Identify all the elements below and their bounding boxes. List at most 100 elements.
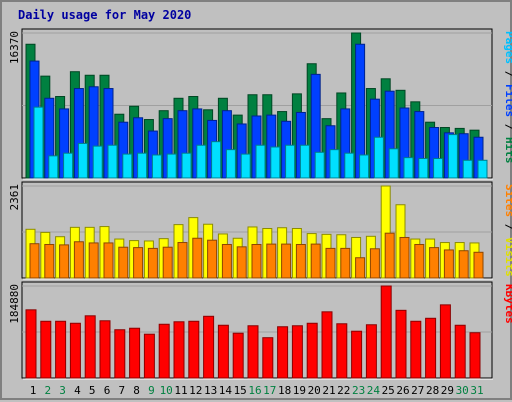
x-tick-label-day-9: 9 <box>148 384 155 397</box>
bar-sites-day-1 <box>29 243 40 279</box>
x-tick-label-day-21: 21 <box>322 384 335 397</box>
bar-kbytes-day-26 <box>395 309 407 379</box>
bar-sites-day-23 <box>355 257 366 279</box>
bar-pages-day-26 <box>403 157 414 179</box>
bar-pages-day-27 <box>418 158 429 179</box>
x-tick-label-day-4: 4 <box>74 384 81 397</box>
bar-sites-day-12 <box>192 237 203 279</box>
bar-kbytes-day-1 <box>25 309 37 379</box>
bar-pages-day-10 <box>166 153 177 179</box>
bar-pages-day-23 <box>359 154 370 179</box>
x-tick-label-day-5: 5 <box>89 384 96 397</box>
bar-sites-day-25 <box>384 232 395 279</box>
bar-kbytes-day-25 <box>380 285 392 379</box>
bar-pages-day-29 <box>447 134 458 179</box>
bar-pages-day-31 <box>477 159 488 179</box>
legend-entry-hits-files-pages-0: Pages <box>503 31 512 64</box>
bar-sites-day-28 <box>429 247 440 279</box>
x-tick-label-day-16: 16 <box>248 384 261 397</box>
bar-sites-day-18 <box>281 243 292 279</box>
legend-entry-kbytes-0: KBytes <box>503 284 512 324</box>
bar-kbytes-day-9 <box>143 333 155 379</box>
bar-kbytes-day-24 <box>365 324 377 379</box>
bar-sites-day-3 <box>59 244 70 279</box>
bar-kbytes-day-4 <box>69 322 81 379</box>
bar-kbytes-day-2 <box>40 320 52 379</box>
legend-entry-hits-files-pages-2: Files <box>503 84 512 117</box>
bar-pages-day-18 <box>285 144 296 179</box>
bar-sites-day-11 <box>177 242 188 279</box>
x-tick-label-day-20: 20 <box>308 384 321 397</box>
bar-sites-day-27 <box>414 243 425 279</box>
bar-pages-day-8 <box>137 152 148 179</box>
legend-entry-visits-sites-2: Visits <box>503 237 512 277</box>
legend-kbytes: KBytes <box>503 284 512 324</box>
bar-sites-day-7 <box>118 246 129 279</box>
legend-hits-files-pages: Pages / Files / Hits <box>503 31 512 164</box>
bar-kbytes-day-11 <box>173 321 185 379</box>
bar-kbytes-day-29 <box>439 304 451 379</box>
bar-sites-day-2 <box>44 243 55 279</box>
legend-entry-hits-files-pages-4: Hits <box>503 137 512 164</box>
x-tick-label-day-25: 25 <box>382 384 395 397</box>
bar-sites-day-24 <box>369 248 380 279</box>
bar-sites-day-16 <box>251 243 262 279</box>
bar-kbytes-day-21 <box>321 311 333 379</box>
bar-kbytes-day-8 <box>129 327 141 379</box>
x-tick-label-day-19: 19 <box>293 384 306 397</box>
legend-entry-hits-files-pages-1: / <box>503 64 512 84</box>
bar-kbytes-day-13 <box>203 315 215 379</box>
bar-kbytes-day-27 <box>410 320 422 379</box>
x-tick-label-day-11: 11 <box>174 384 187 397</box>
bar-sites-day-19 <box>295 243 306 279</box>
x-tick-label-day-13: 13 <box>204 384 217 397</box>
bar-pages-day-28 <box>433 158 444 179</box>
bar-kbytes-day-5 <box>84 315 96 379</box>
legend-entry-visits-sites-1: / <box>503 217 512 237</box>
bar-sites-day-6 <box>103 242 114 279</box>
bar-pages-day-13 <box>211 141 222 179</box>
bar-kbytes-day-23 <box>351 330 363 379</box>
bar-pages-day-6 <box>107 144 118 179</box>
bar-pages-day-5 <box>92 145 103 179</box>
x-tick-label-day-22: 22 <box>337 384 350 397</box>
bar-sites-day-8 <box>133 247 144 279</box>
bar-pages-day-11 <box>181 152 192 179</box>
bar-pages-day-20 <box>314 151 325 179</box>
bar-pages-day-24 <box>373 136 384 179</box>
x-tick-label-day-10: 10 <box>160 384 173 397</box>
x-tick-label-day-15: 15 <box>234 384 247 397</box>
bar-pages-day-2 <box>48 155 59 179</box>
bar-kbytes-day-14 <box>217 324 229 379</box>
x-tick-label-day-7: 7 <box>118 384 125 397</box>
x-tick-label-day-12: 12 <box>189 384 202 397</box>
bar-sites-day-10 <box>162 246 173 279</box>
bar-pages-day-21 <box>329 149 340 179</box>
bar-sites-day-17 <box>266 243 277 279</box>
bar-pages-day-19 <box>299 144 310 179</box>
bar-pages-day-22 <box>344 152 355 179</box>
bar-sites-day-21 <box>325 247 336 279</box>
bar-kbytes-day-31 <box>469 332 481 379</box>
y-max-label-visits-sites: 2361 <box>8 184 21 211</box>
bar-kbytes-day-17 <box>262 337 274 379</box>
bar-sites-day-9 <box>147 247 158 279</box>
bar-pages-day-4 <box>77 142 88 179</box>
bar-kbytes-day-7 <box>114 329 126 379</box>
bar-pages-day-9 <box>151 154 162 179</box>
x-tick-label-day-27: 27 <box>411 384 424 397</box>
bar-pages-day-3 <box>63 152 74 179</box>
y-max-label-hits-files-pages: 16370 <box>8 31 21 64</box>
bar-sites-day-29 <box>443 249 454 279</box>
bar-pages-day-14 <box>225 149 236 179</box>
bar-sites-day-30 <box>458 250 469 279</box>
bar-kbytes-day-30 <box>454 324 466 379</box>
x-tick-label-day-2: 2 <box>44 384 51 397</box>
bar-pages-day-12 <box>196 144 207 179</box>
bar-sites-day-5 <box>88 242 99 279</box>
legend-visits-sites: Sites / Visits <box>503 184 512 277</box>
bar-pages-day-17 <box>270 146 281 179</box>
bar-pages-day-30 <box>462 159 473 179</box>
bar-pages-day-25 <box>388 148 399 179</box>
